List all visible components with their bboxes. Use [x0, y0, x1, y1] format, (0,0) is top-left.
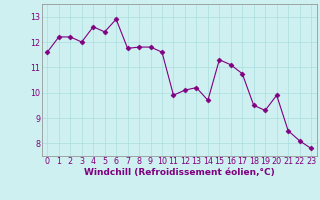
X-axis label: Windchill (Refroidissement éolien,°C): Windchill (Refroidissement éolien,°C): [84, 168, 275, 177]
